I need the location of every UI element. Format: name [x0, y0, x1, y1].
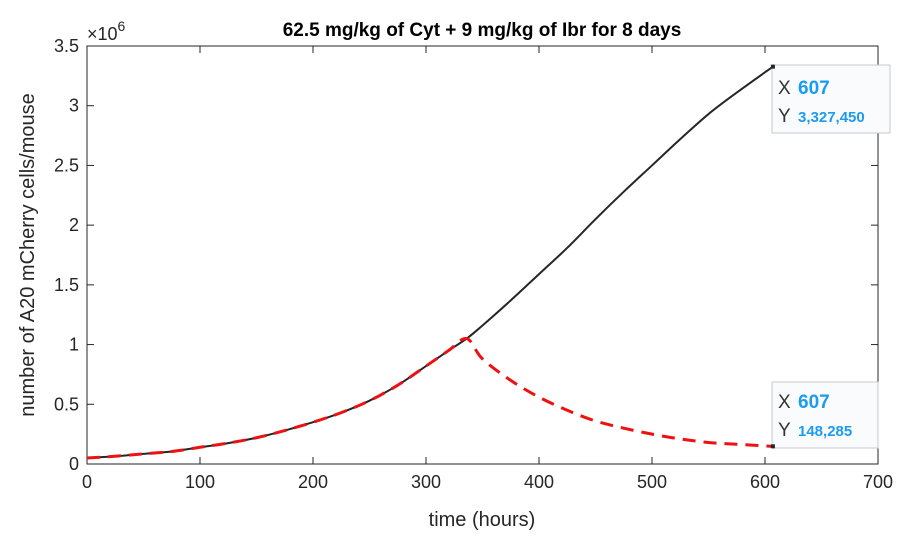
- x-tick-label: 400: [524, 472, 554, 492]
- y-axis-multiplier: ×106: [87, 18, 126, 44]
- y-tick-label: 2.5: [54, 155, 79, 175]
- y-tick-label: 3.5: [54, 36, 79, 56]
- datatip-top[interactable]: X 607 Y 3,327,450: [771, 64, 891, 134]
- chart-title: 62.5 mg/kg of Cyt + 9 mg/kg of Ibr for 8…: [283, 20, 682, 41]
- y-axis-ticks: 0 0.5 1 1.5 2 2.5 3 3.5: [54, 36, 878, 474]
- datatip-marker-2: [770, 444, 775, 449]
- datatip-markers: [770, 64, 775, 449]
- datatip-bottom-x-label: X: [778, 392, 791, 413]
- y-tick-label: 0.5: [54, 394, 79, 414]
- datatip-bottom-box: [771, 381, 879, 449]
- plot-area: 0 100 200 300 400 500 600 700 0 0.5 1 1.5 2 2.5 3 3.5: [54, 36, 893, 492]
- datatip-bottom-y-value: 148,285: [798, 423, 852, 440]
- y-tick-label: 0: [69, 454, 79, 474]
- datatip-bottom[interactable]: X 607 Y 148,285: [771, 381, 879, 449]
- datatip-marker-1: [770, 64, 775, 69]
- datatip-bottom-y-label: Y: [778, 420, 791, 441]
- x-tick-label: 0: [82, 472, 92, 492]
- series-line-2: [86, 337, 773, 460]
- y-tick-label: 1: [69, 335, 79, 355]
- datatip-top-y-value: 3,327,450: [798, 109, 865, 126]
- datatip-bottom-x-value: 607: [798, 392, 830, 413]
- y-axis-label: number of A20 mCherry cells/mouse: [17, 93, 39, 416]
- x-tick-label: 700: [863, 472, 893, 492]
- y-tick-label: 2: [69, 215, 79, 235]
- y-tick-label: 1.5: [54, 275, 79, 295]
- x-axis-label: time (hours): [429, 509, 536, 531]
- x-tick-label: 600: [750, 472, 780, 492]
- x-tick-label: 100: [185, 472, 215, 492]
- y-tick-label: 3: [69, 96, 79, 116]
- series-lines: [86, 65, 774, 460]
- x-tick-label: 200: [298, 472, 328, 492]
- x-tick-label: 500: [637, 472, 667, 492]
- datatip-top-box: [771, 64, 891, 134]
- datatip-top-x-label: X: [778, 78, 791, 99]
- datatip-top-x-value: 607: [798, 78, 830, 99]
- axes-box: [86, 45, 879, 465]
- x-tick-label: 300: [411, 472, 441, 492]
- x-axis-ticks: 0 100 200 300 400 500 600 700: [82, 46, 893, 492]
- datatip-top-y-label: Y: [778, 106, 791, 127]
